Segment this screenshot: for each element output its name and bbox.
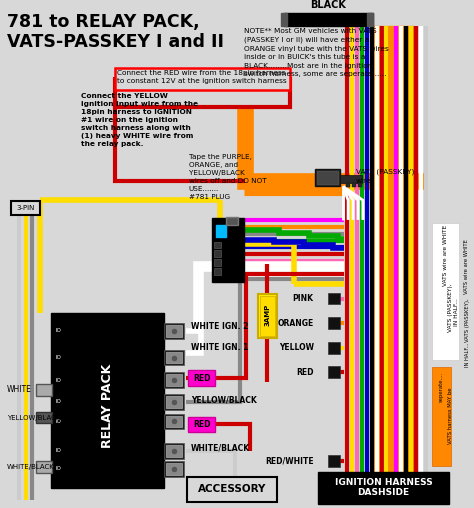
Text: YELLOW/BLACK: YELLOW/BLACK [7, 415, 60, 421]
Text: IO: IO [55, 355, 61, 360]
Bar [281, 13, 287, 26]
Text: ACCESSORY: ACCESSORY [198, 484, 266, 494]
Text: IO: IO [55, 329, 61, 333]
Bar [166, 416, 182, 427]
Bar [166, 374, 182, 386]
Text: Connect the RED wire from the 18pin harness
to constant 12V at the ignition swit: Connect the RED wire from the 18pin harn… [117, 71, 287, 84]
Bar [258, 294, 277, 338]
Text: IGNITION HARNESS
DASHSIDE: IGNITION HARNESS DASHSIDE [335, 478, 432, 497]
Bar [284, 13, 373, 26]
Text: IN HALF...: IN HALF... [454, 299, 459, 327]
Bar [164, 350, 184, 365]
Text: IN HALF...: IN HALF... [465, 343, 470, 367]
Text: RED: RED [193, 420, 210, 429]
Text: PINK: PINK [293, 294, 314, 303]
Text: RELAY PACK: RELAY PACK [100, 364, 114, 448]
Text: YELLOW/BLACK: YELLOW/BLACK [191, 395, 256, 404]
Text: IO: IO [55, 419, 61, 424]
Text: WHITE/BLACK: WHITE/BLACK [191, 443, 250, 453]
Bar [358, 182, 362, 187]
Text: WHITE IGN. 2: WHITE IGN. 2 [191, 322, 248, 331]
Bar [164, 372, 184, 388]
Bar [260, 296, 275, 336]
Bar [115, 69, 290, 90]
Bar [166, 352, 182, 363]
Text: Connect the YELLOW
ignition input wire from the
18pin harness to IGNITION
#1 wir: Connect the YELLOW ignition input wire f… [81, 93, 198, 147]
Bar [216, 225, 226, 237]
Bar [188, 417, 215, 432]
Text: 781 to RELAY PACK,: 781 to RELAY PACK, [7, 13, 200, 31]
Bar [164, 394, 184, 409]
Text: BLACK: BLACK [310, 1, 346, 11]
Text: VATS (PASSKEY),: VATS (PASSKEY), [465, 299, 470, 342]
Bar [214, 268, 221, 275]
Bar [36, 461, 52, 472]
Text: IO: IO [55, 399, 61, 404]
Bar [11, 201, 40, 215]
Text: IO: IO [55, 377, 61, 383]
Bar [166, 396, 182, 408]
Bar [36, 411, 52, 424]
Bar [328, 366, 340, 378]
Text: IO: IO [55, 466, 61, 471]
Bar [226, 217, 238, 225]
Text: VATS harness MAY be: VATS harness MAY be [448, 387, 453, 443]
Bar [317, 171, 338, 184]
Text: 3AMP: 3AMP [264, 304, 271, 326]
Text: Tape the PURPLE,
ORANGE, and
YELLOW/BLACK
wires off and DO NOT
USE.......
#781 P: Tape the PURPLE, ORANGE, and YELLOW/BLAC… [189, 154, 266, 200]
Bar [432, 367, 451, 466]
Bar [187, 477, 277, 502]
Bar [328, 342, 340, 354]
Bar [328, 293, 340, 304]
Bar [352, 182, 356, 187]
Text: VATS-PASSKEY I and II: VATS-PASSKEY I and II [7, 33, 224, 51]
Text: WHITE/BLACK: WHITE/BLACK [7, 464, 55, 470]
Bar [328, 317, 340, 329]
Text: YELLOW: YELLOW [279, 343, 314, 352]
Bar [36, 384, 52, 396]
Text: WHITE: WHITE [7, 386, 32, 395]
Bar [340, 175, 362, 182]
Bar [328, 455, 340, 467]
Bar [214, 250, 221, 257]
Text: IO: IO [55, 449, 61, 454]
Text: VATS wire are WHITE: VATS wire are WHITE [464, 240, 469, 295]
Bar [315, 169, 340, 186]
Bar [164, 414, 184, 429]
Bar [166, 445, 182, 457]
Bar [164, 461, 184, 477]
Text: VATS (PASSKEY)
wires: VATS (PASSKEY) wires [356, 169, 414, 184]
Bar [346, 182, 350, 187]
Bar [318, 471, 449, 504]
Text: 3-PIN: 3-PIN [17, 205, 35, 211]
Bar [212, 218, 244, 282]
Bar [164, 443, 184, 459]
Bar [367, 13, 373, 26]
Bar [214, 241, 221, 248]
Bar [164, 323, 184, 339]
Text: WHITE IGN. 1: WHITE IGN. 1 [191, 343, 248, 352]
Text: RED/WHITE: RED/WHITE [265, 456, 314, 465]
Text: VATS (PASSKEY),: VATS (PASSKEY), [448, 284, 453, 332]
Text: VATS wire are WHITE: VATS wire are WHITE [443, 225, 448, 286]
Text: ORANGE: ORANGE [277, 319, 314, 328]
Text: RED: RED [296, 368, 314, 377]
Text: NOTE** Most GM vehicles with VATS
(PASSKEY I or II) will have either a
ORANGE vi: NOTE** Most GM vehicles with VATS (PASSK… [244, 28, 389, 77]
Text: seperate....: seperate.... [439, 372, 444, 402]
Text: RED: RED [193, 374, 210, 383]
Bar [432, 223, 459, 361]
Bar [166, 463, 182, 474]
Bar [373, 26, 414, 473]
Bar [166, 325, 182, 337]
Bar [51, 313, 164, 488]
Bar [188, 370, 215, 386]
Bar [214, 259, 221, 266]
